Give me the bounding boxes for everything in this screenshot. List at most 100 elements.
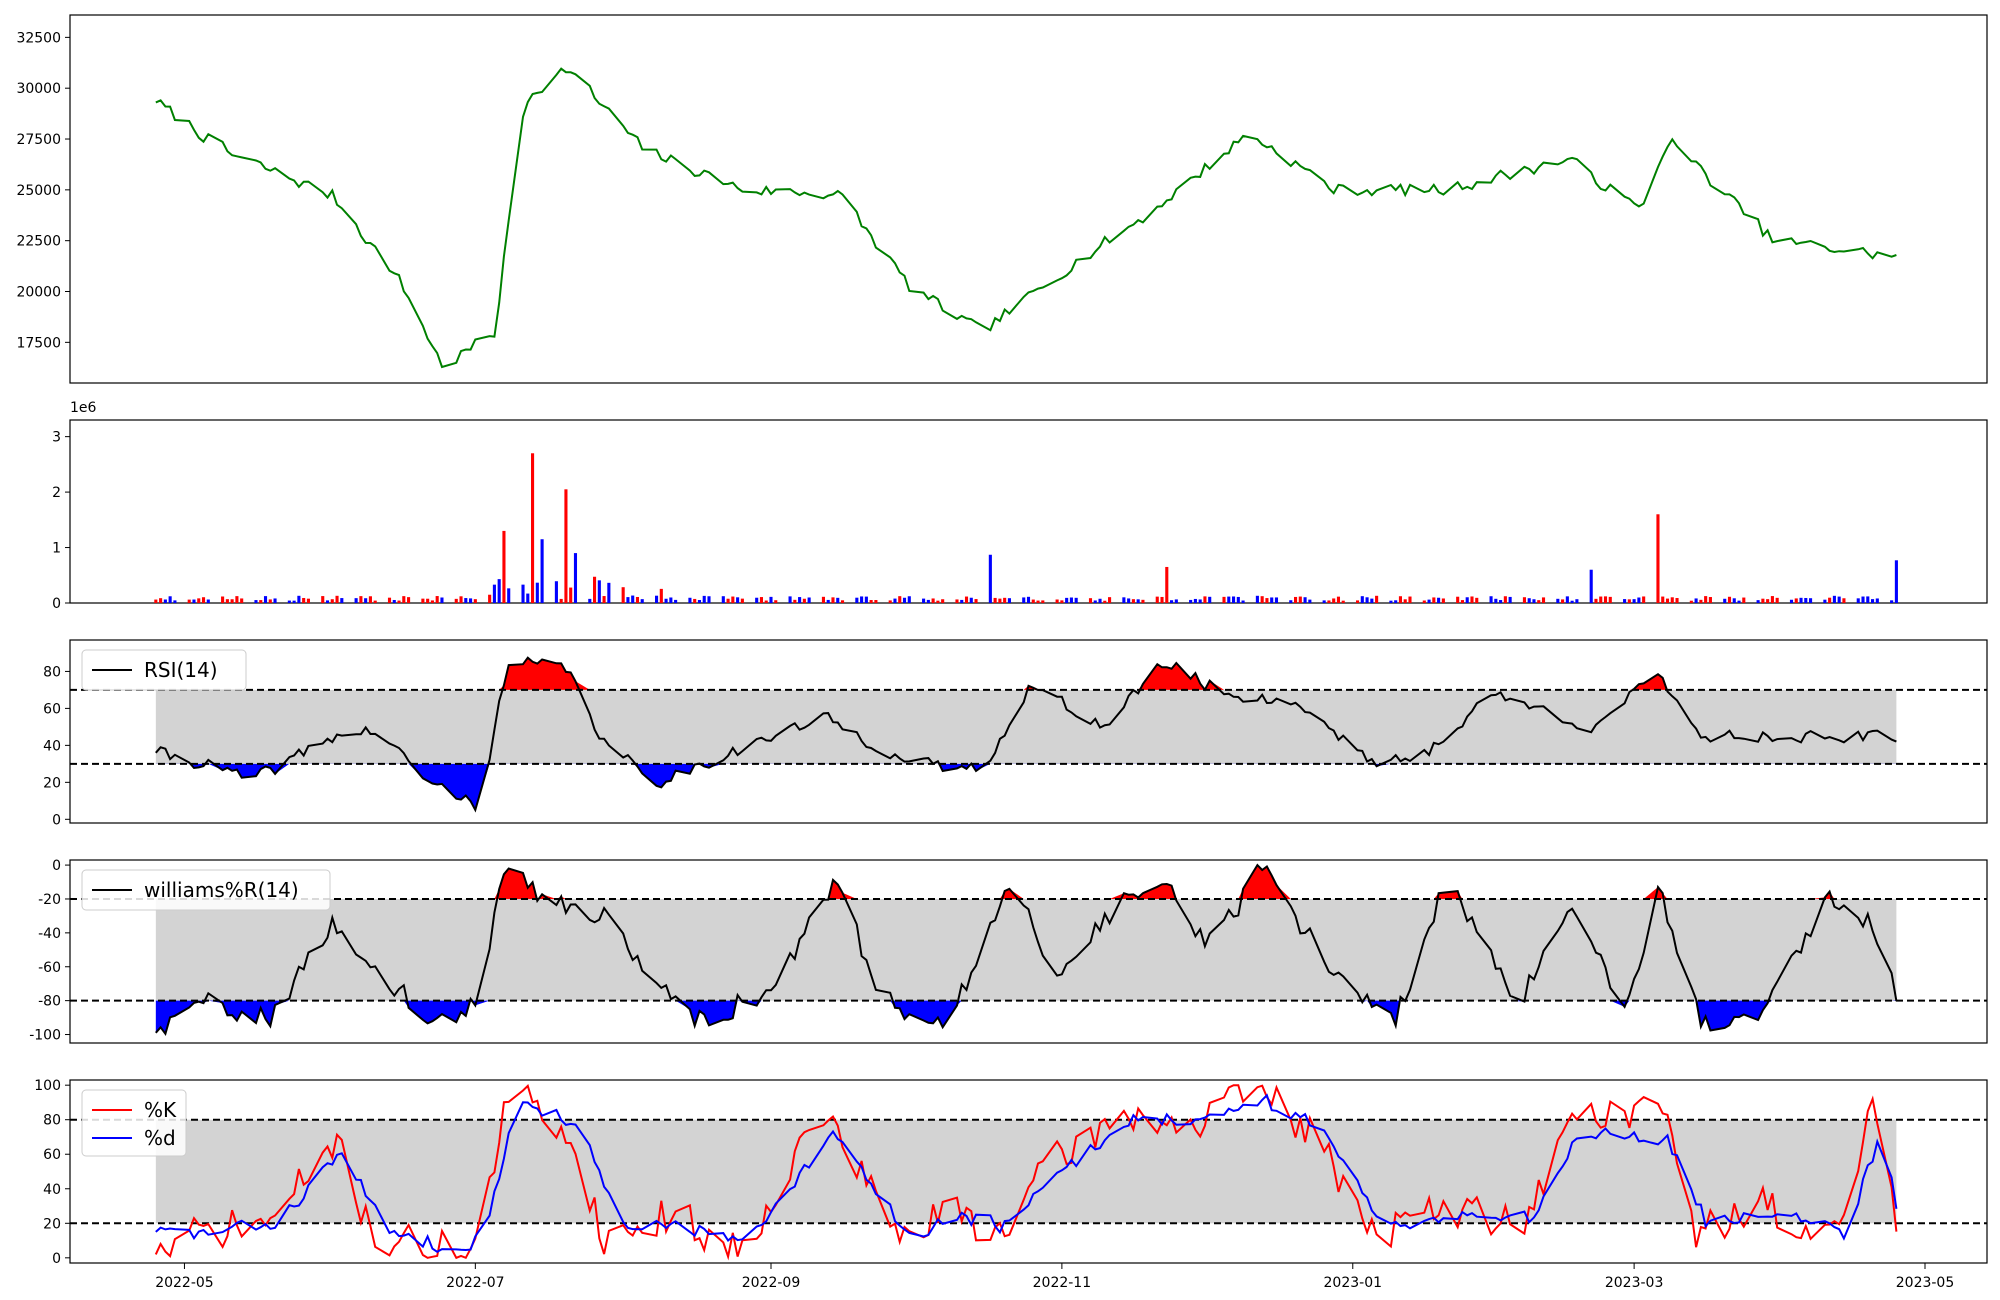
volume-bar <box>1522 597 1526 603</box>
volume-bar <box>1809 598 1813 603</box>
volume-bar <box>707 596 711 603</box>
volume-bar <box>330 599 334 603</box>
volume-bar <box>1108 597 1112 603</box>
volume-bar <box>502 530 506 603</box>
volume-bar <box>1093 600 1097 603</box>
volume-bar <box>1031 599 1035 603</box>
volume-bar <box>1475 597 1479 603</box>
volume-bar <box>1470 596 1474 603</box>
volume-bar <box>1737 600 1741 603</box>
volume-bar <box>1441 598 1445 603</box>
x-tick-label: 2022-07 <box>446 1275 505 1291</box>
volume-bar <box>807 597 811 603</box>
volume-bar <box>154 599 158 603</box>
volume-bar <box>888 600 892 603</box>
volume-bar <box>1398 596 1403 603</box>
volume-bar <box>1594 598 1598 603</box>
volume-bar <box>387 597 392 603</box>
volume-bar <box>593 576 597 603</box>
volume-bar <box>1336 596 1341 603</box>
volume-bar <box>1227 596 1231 603</box>
volume-bar <box>1332 598 1336 603</box>
volume-bar <box>1198 599 1202 603</box>
volume-bar <box>988 554 992 603</box>
volume-bar <box>373 600 377 603</box>
volume-bar <box>955 599 959 603</box>
volume-bar <box>874 600 878 603</box>
y-tick-label: 0 <box>52 1251 61 1267</box>
volume-bar <box>802 598 806 603</box>
volume-bar <box>1394 600 1398 603</box>
volume-bar <box>1704 596 1708 603</box>
legend-label: williams%R(14) <box>144 878 299 902</box>
volume-bar <box>254 600 258 603</box>
y-tick-label: -20 <box>38 892 61 908</box>
volume-bar <box>1088 598 1093 603</box>
volume-bar <box>1508 596 1512 603</box>
volume-bar <box>898 596 902 603</box>
volume-bar <box>1370 598 1374 603</box>
volume-bar <box>1255 595 1259 603</box>
volume-bar <box>1871 599 1875 603</box>
volume-bar <box>1532 599 1536 603</box>
volume-bar <box>1122 597 1126 603</box>
volume-bar <box>1303 597 1307 603</box>
volume-bar <box>1708 597 1712 603</box>
volume-bar <box>364 598 368 603</box>
volume-bar <box>1298 596 1302 603</box>
x-tick-label: 2023-03 <box>1605 1275 1664 1291</box>
volume-bar <box>573 553 578 603</box>
volume-bar <box>635 596 640 603</box>
volume-bar <box>902 597 907 603</box>
volume-bar <box>836 597 840 603</box>
y-tick-label: -100 <box>29 1028 61 1044</box>
volume-bar <box>602 596 606 603</box>
volume-bar <box>621 587 625 603</box>
volume-bar <box>335 595 339 603</box>
volume-bar <box>159 598 163 603</box>
volume-bar <box>206 599 210 603</box>
volume-bar <box>173 600 177 603</box>
volume-bar <box>292 600 296 603</box>
volume-bar <box>864 596 868 603</box>
volume-bar <box>1556 598 1560 603</box>
y-tick-label: 40 <box>43 1182 61 1198</box>
volume-bar <box>659 588 663 603</box>
volume-bar <box>931 598 935 603</box>
volume-bar <box>1608 596 1612 603</box>
volume-bar <box>1694 598 1698 603</box>
y-tick-label: 20000 <box>16 285 61 301</box>
volume-bar <box>1541 597 1546 603</box>
percent-d-line <box>155 1093 1898 1253</box>
volume-bar <box>1375 595 1379 603</box>
volume-bar <box>1675 598 1679 603</box>
volume-bar <box>397 600 401 603</box>
volume-bar <box>774 600 778 603</box>
y-tick-label: 100 <box>34 1078 61 1094</box>
volume-bar <box>1293 596 1298 603</box>
volume-bar <box>1165 566 1169 603</box>
volume-bar <box>759 597 764 603</box>
volume-bar <box>1856 598 1860 603</box>
volume-bar <box>1766 599 1770 603</box>
volume-bar <box>297 595 301 603</box>
volume-bar <box>340 598 344 603</box>
volume-bar <box>1222 596 1226 603</box>
x-tick-label: 2022-05 <box>155 1275 214 1291</box>
volume-bar <box>1308 599 1312 603</box>
volume-bar <box>1670 597 1674 603</box>
williams-r-panel: -100 -80 -60 -40 -20 0 williams%R(14) <box>29 858 1988 1044</box>
volume-bar <box>225 599 229 603</box>
volume-bar <box>1599 596 1603 603</box>
volume-bar <box>521 584 525 603</box>
y-tick-label: 60 <box>43 1147 61 1163</box>
volume-bar <box>540 539 544 603</box>
y-tick-label: 17500 <box>16 335 61 351</box>
volume-bar <box>187 599 191 603</box>
y-tick-label: 0 <box>52 812 61 828</box>
legend-box <box>81 1089 187 1157</box>
x-tick-label: 2022-11 <box>1033 1275 1092 1291</box>
volume-bar <box>1465 597 1469 603</box>
volume-bar <box>674 599 678 603</box>
volume-bar <box>1665 598 1670 603</box>
